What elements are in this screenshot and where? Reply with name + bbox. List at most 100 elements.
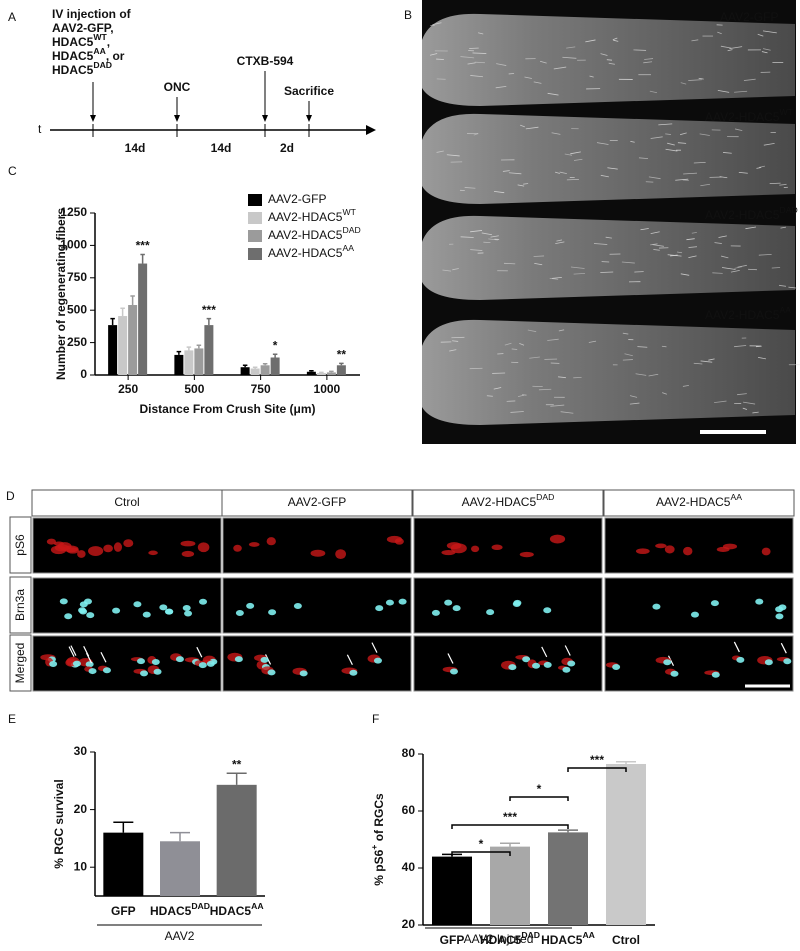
- ps6-signal: [549, 534, 566, 544]
- nerve-fiber: [638, 157, 649, 159]
- nerve-fiber: [730, 269, 740, 273]
- nerve-fiber: [533, 255, 545, 257]
- x-tick-label-part: GFP: [111, 904, 136, 918]
- error-bar: [140, 253, 145, 264]
- bar: [306, 371, 316, 375]
- error-bar: [339, 362, 344, 366]
- nerve-fiber: [729, 46, 743, 50]
- nerve-fiber: [648, 373, 659, 377]
- nerve-fiber: [605, 236, 612, 239]
- x-tick-label-part: AA: [251, 901, 263, 911]
- significance-bracket: [451, 851, 511, 856]
- nerve-section: [422, 113, 795, 204]
- brn3a-nucleus: [349, 669, 358, 676]
- nerve-fiber: [508, 172, 522, 175]
- y-tick-label: 1250: [60, 205, 87, 219]
- nerve-fiber: [745, 226, 757, 230]
- nerve-fiber: [523, 183, 529, 185]
- brn3a-nucleus: [142, 611, 151, 618]
- nerve-fiber: [566, 178, 579, 181]
- nerve-fiber: [613, 39, 619, 42]
- y-axis-title: Number of regenerating fibers: [54, 208, 68, 380]
- nerve-fiber: [652, 244, 664, 247]
- significance: *: [479, 837, 484, 851]
- legend-label-part: AAV2-HDAC5: [268, 210, 343, 224]
- nerve-fiber: [570, 151, 581, 155]
- nerve-fiber: [564, 153, 573, 156]
- significance: ***: [503, 810, 517, 824]
- bar: [174, 354, 184, 375]
- brn3a-nucleus: [59, 598, 68, 605]
- brn3a-nucleus: [153, 668, 162, 675]
- event-arrowhead: [306, 115, 312, 122]
- nerve-fiber: [763, 143, 775, 146]
- nerve-fiber: [493, 387, 502, 390]
- nerve-fiber: [558, 329, 565, 332]
- x-tick-label-part: HDAC5: [150, 904, 192, 918]
- brn3a-nucleus: [88, 668, 97, 675]
- ps6-signal: [180, 540, 196, 547]
- nerve-fiber: [527, 329, 537, 333]
- nerve-fiber: [472, 52, 487, 54]
- colocalization-arrow: [447, 653, 454, 664]
- brn3a-nucleus: [486, 609, 495, 616]
- ps6-signal: [491, 544, 503, 551]
- legend-label: AAV2-HDAC5DAD: [268, 225, 361, 242]
- brn3a-nucleus: [775, 606, 784, 613]
- y-tick-label: 30: [74, 744, 88, 758]
- brn3a-nucleus: [79, 608, 88, 615]
- nerve-fiber: [734, 128, 743, 131]
- x-tick-label: GFP: [440, 933, 465, 947]
- ps6-signal: [197, 542, 210, 553]
- nerve-fiber: [721, 255, 729, 259]
- row-header: Brn3a: [13, 589, 27, 621]
- nerve-fiber: [700, 183, 711, 187]
- nerve-fiber: [662, 392, 667, 395]
- error-bar: [170, 831, 190, 842]
- nerve-fiber: [635, 373, 647, 376]
- injection-line-part: AA: [93, 46, 105, 56]
- nerve-fiber: [761, 51, 768, 54]
- brn3a-nucleus: [165, 608, 174, 615]
- bar: [216, 784, 257, 896]
- column-header-box: [603, 489, 795, 517]
- brn3a-nucleus: [133, 601, 142, 608]
- y-axis-title-part: % pS6: [372, 849, 386, 885]
- ps6-signal: [335, 549, 347, 560]
- nerve-fiber: [717, 89, 730, 93]
- error-bar: [252, 366, 258, 369]
- column-header: AAV2-HDAC5AA: [656, 492, 742, 509]
- column-header-box: [31, 489, 223, 517]
- nerve-fiber: [737, 393, 747, 396]
- ps6-signal: [655, 543, 667, 549]
- event-arrowhead: [262, 115, 268, 122]
- nerve-fiber: [460, 236, 474, 238]
- nerve-fiber: [442, 269, 452, 272]
- nerve-fiber: [558, 376, 566, 379]
- ps6-signal: [470, 545, 480, 553]
- nerve-fiber: [763, 48, 771, 51]
- x-tick-label-part: HDAC5: [480, 933, 522, 947]
- nerve-fiber: [488, 238, 498, 241]
- x-tick-label: HDAC5AA: [541, 930, 595, 947]
- micrograph: [413, 517, 603, 574]
- brn3a-nucleus: [783, 658, 792, 665]
- colocalization-arrow: [346, 654, 353, 666]
- bar: [118, 316, 128, 375]
- nerve-fiber: [640, 228, 649, 231]
- error-bar: [206, 317, 212, 326]
- nerve-label: AAV2-HDAC5AA: [705, 305, 791, 322]
- nerve-fiber: [495, 85, 507, 89]
- nerve-fiber: [699, 133, 710, 136]
- nerve-fiber: [653, 249, 660, 251]
- ps6-signal: [664, 545, 675, 554]
- row-header: pS6: [13, 534, 27, 556]
- ps6-signal: [113, 542, 123, 552]
- significance-bracket: [509, 796, 569, 801]
- colocalization-arrow: [371, 642, 378, 653]
- injection-line: HDAC5DAD: [52, 60, 112, 77]
- y-tick-label: 20: [402, 917, 416, 931]
- bar: [326, 372, 336, 375]
- brn3a-nucleus: [198, 662, 207, 669]
- ps6-signal: [148, 550, 158, 556]
